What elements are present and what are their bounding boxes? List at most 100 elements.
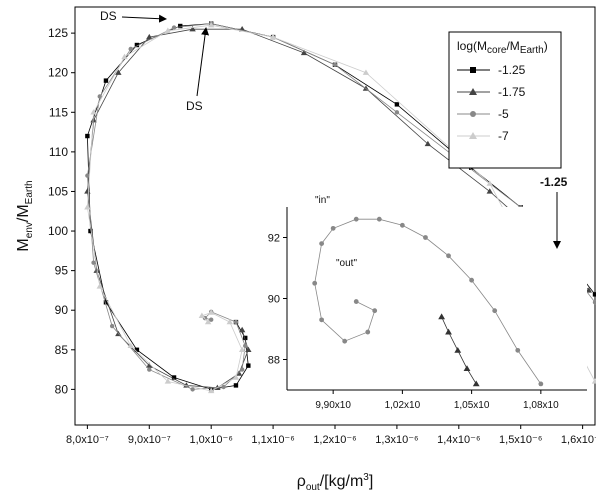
legend-title: log(Mcore/MEarth): [457, 39, 548, 56]
data-point: [585, 287, 593, 293]
data-point: [330, 225, 336, 231]
data-point: [88, 228, 93, 234]
data-point: [472, 380, 480, 387]
data-point: [84, 204, 91, 210]
y-label-part: /M: [15, 204, 32, 222]
data-point: [319, 241, 325, 247]
data-point: [515, 347, 521, 353]
data-point: [164, 27, 172, 33]
data-point: [246, 363, 251, 368]
data-point: [454, 346, 462, 353]
data-point: [399, 222, 405, 228]
main-plot: 80 85 90 95 100 105 110 115 120 125 8,0x10⁻⁷ 9,0x10…: [48, 21, 596, 446]
x-label-part: ]: [369, 473, 373, 490]
legend-title-part: /M: [506, 39, 519, 53]
data-point: [232, 374, 240, 380]
y-label-part: Earth: [24, 180, 35, 204]
data-point: [207, 22, 215, 28]
data-point: [91, 260, 96, 265]
legend-label: -1.25: [498, 63, 526, 77]
data-point: [591, 378, 596, 384]
data-point: [362, 69, 370, 75]
x-tick-label: 1,1x10⁻⁶: [251, 434, 294, 446]
data-point: [85, 173, 90, 178]
data-point: [486, 180, 493, 186]
data-point: [300, 49, 308, 56]
y-tick-label: 90: [268, 294, 280, 306]
y-tick-label: 88: [268, 355, 280, 367]
y-tick-label: 90: [55, 303, 69, 317]
x-tick-label: 1,2x10⁻⁶: [313, 434, 356, 446]
y-tick-label: 80: [55, 382, 69, 396]
y-tick-label: 115: [49, 105, 68, 119]
data-point: [463, 365, 471, 372]
data-point: [207, 387, 215, 394]
data-point: [424, 140, 432, 147]
data-point: [469, 277, 475, 283]
data-point: [592, 292, 596, 297]
data-point: [147, 367, 152, 372]
legend-title-part: Earth: [520, 45, 544, 56]
y-tick-label: 85: [55, 343, 69, 357]
x-tick-label: 1,4x10⁻⁶: [437, 434, 480, 446]
legend-label: -1.75: [498, 85, 526, 99]
data-point: [486, 188, 493, 194]
data-point: [204, 318, 212, 325]
y-tick-label: 125: [48, 26, 68, 40]
data-point: [171, 375, 177, 380]
x-label-part: 3: [363, 472, 369, 483]
x-tick-label: 1,3x10⁻⁶: [375, 434, 418, 446]
y-tick-label: 100: [48, 224, 68, 238]
data-point: [353, 216, 359, 222]
data-point: [127, 342, 134, 349]
data-point: [319, 317, 325, 323]
data-point: [109, 323, 115, 329]
arrow: [121, 14, 167, 23]
legend-marker: [469, 132, 477, 139]
y-tick-label: 110: [49, 145, 68, 159]
x-tick-label: 1,08x10: [523, 400, 559, 411]
data-point: [84, 188, 91, 194]
data-point: [376, 216, 382, 222]
data-point: [353, 299, 359, 304]
series-line: [86, 23, 596, 390]
legend-title-part: log(M: [457, 39, 487, 53]
legend-marker: [470, 111, 476, 117]
data-point: [134, 42, 140, 48]
data-point: [85, 133, 90, 139]
legend-label: -7: [498, 129, 509, 143]
data-point: [438, 313, 446, 320]
data-point: [394, 110, 400, 115]
x-axis-label: ρout/[kg/m3]: [297, 472, 374, 493]
x-tick-label: 1,5x10⁻⁶: [499, 434, 542, 446]
data-point: [238, 326, 246, 333]
data-point: [365, 329, 371, 335]
x-tick-label: 1,02x10: [385, 400, 421, 411]
inset-annotation: "in": [315, 195, 330, 206]
annotation: -1.25: [540, 175, 568, 189]
data-point: [423, 235, 428, 240]
data-point: [243, 343, 248, 349]
data-point: [372, 308, 378, 314]
legend-marker: [469, 88, 477, 95]
x-tick-label: 1,05x10: [454, 400, 490, 411]
data-point: [233, 319, 239, 325]
y-axis-label: Menv/MEarth: [15, 180, 35, 251]
data-point: [492, 308, 498, 314]
annotation: DS: [186, 99, 203, 113]
x-label-part: out: [306, 482, 320, 493]
data-point: [146, 33, 153, 40]
legend-title-part: core: [487, 45, 507, 56]
data-point: [207, 309, 215, 315]
data-point: [146, 362, 153, 368]
data-point: [171, 25, 177, 30]
inset-plot: 88 90 92 9,90x10 1,02x10 1,05x10 1,08x10: [268, 207, 587, 411]
y-label-part: M: [15, 238, 32, 251]
legend-box: [448, 31, 562, 169]
data-point: [312, 280, 318, 286]
x-tick-label: 9,0x10⁻⁷: [128, 434, 171, 446]
x-tick-label: 1,6x10⁻⁶: [561, 434, 596, 446]
inset-annotation: "out": [336, 258, 357, 269]
data-point: [189, 25, 196, 32]
